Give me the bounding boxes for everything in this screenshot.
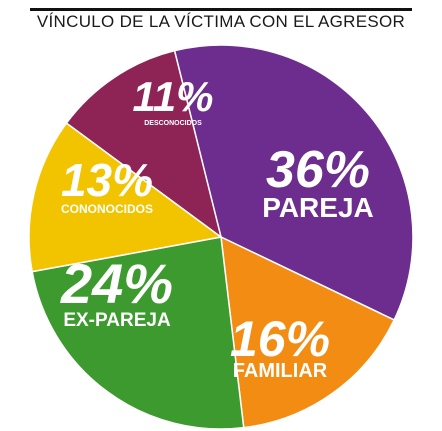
title-rule bbox=[30, 8, 412, 11]
pct-label-ex-pareja: 24% bbox=[60, 252, 173, 315]
pie-slice-ex-pareja bbox=[31, 236, 245, 430]
pie-slices bbox=[28, 44, 414, 430]
category-label-cononocidos: CONONOCIDOS bbox=[61, 202, 153, 216]
pct-label-pareja: 36% bbox=[266, 141, 370, 199]
category-label-familiar: FAMILIAR bbox=[233, 360, 328, 382]
pie-slice-desconocidos bbox=[65, 49, 223, 239]
pie-slice-cononocidos bbox=[28, 122, 223, 273]
category-label-desconocidos: DESCONOCIDOS bbox=[144, 120, 202, 127]
pct-label-familiar: 16% bbox=[230, 311, 330, 367]
category-label-pareja: PAREJA bbox=[262, 192, 374, 223]
pie-slice-pareja bbox=[173, 44, 414, 321]
category-label-ex-pareja: EX-PAREJA bbox=[63, 310, 171, 331]
chart-title: VÍNCULO DE LA VÍCTIMA CON EL AGRESOR bbox=[36, 12, 406, 31]
pct-label-cononocidos: 13% bbox=[61, 154, 153, 206]
pie-slice-familiar bbox=[220, 235, 396, 429]
pie-labels: 36%PAREJA 16%FAMILIAR 24%EX-PAREJA 13%CONON… bbox=[60, 73, 374, 382]
pct-label-desconocidos: 11% bbox=[133, 73, 214, 120]
